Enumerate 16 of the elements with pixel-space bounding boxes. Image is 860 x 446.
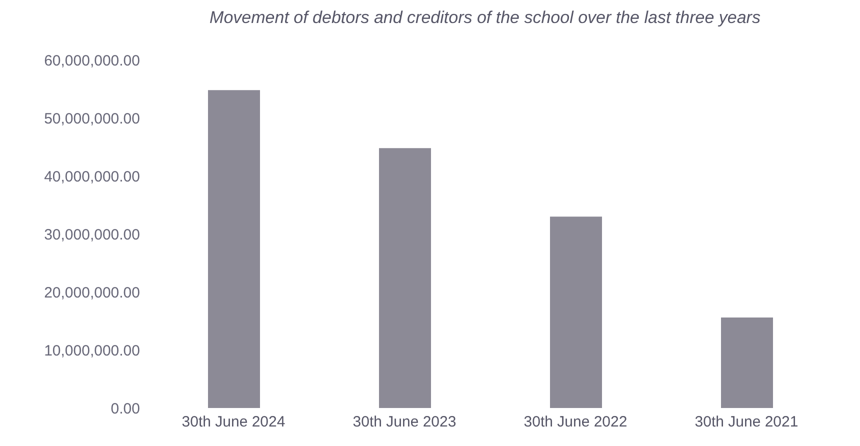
y-tick-label: 20,000,000.00 bbox=[44, 284, 140, 302]
y-tick-label: 10,000,000.00 bbox=[44, 342, 140, 360]
bar bbox=[721, 318, 773, 408]
chart-title: Movement of debtors and creditors of the school over the last three years bbox=[208, 8, 762, 29]
y-tick-label: 60,000,000.00 bbox=[44, 52, 140, 70]
x-tick-label: 30th June 2023 bbox=[352, 414, 456, 431]
x-tick-label: 30th June 2021 bbox=[694, 414, 798, 431]
x-tick-label: 30th June 2022 bbox=[524, 414, 628, 431]
y-tick-label: 30,000,000.00 bbox=[44, 226, 140, 244]
bar bbox=[379, 148, 431, 408]
y-tick-label: 50,000,000.00 bbox=[44, 110, 140, 128]
bar bbox=[550, 216, 602, 408]
y-tick-label: 40,000,000.00 bbox=[44, 168, 140, 186]
y-tick-label: 0.00 bbox=[110, 400, 140, 418]
x-tick-label: 30th June 2024 bbox=[182, 414, 286, 431]
bar bbox=[208, 90, 260, 408]
